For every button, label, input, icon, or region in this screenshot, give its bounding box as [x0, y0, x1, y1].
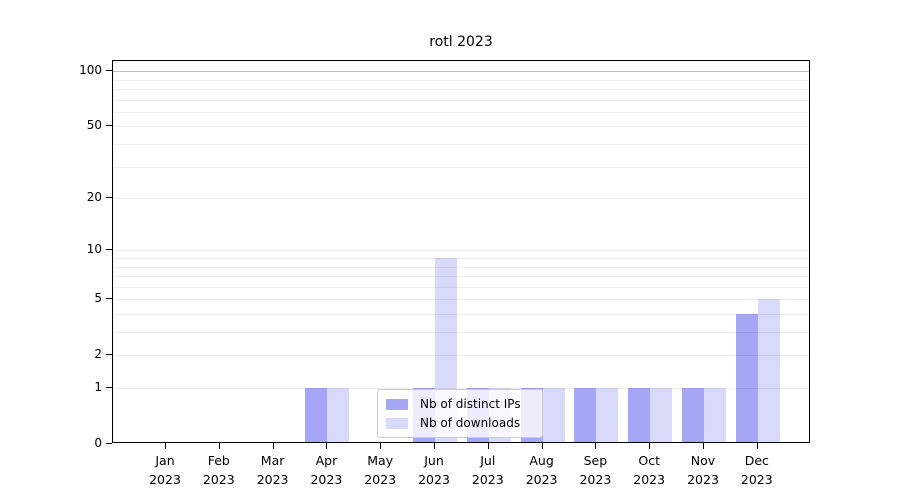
x-tick-mark-nov [703, 443, 704, 449]
y-tick-mark-10 [106, 249, 112, 251]
bar-downloads-dec [757, 299, 780, 442]
grid-line-70 [113, 99, 809, 101]
legend-label-distinct-ips: Nb of distinct IPs [420, 397, 521, 411]
y-tick-mark-1 [106, 387, 112, 388]
grid-line-30 [113, 166, 809, 168]
y-tick-label-2: 2 [94, 347, 102, 362]
bar-distinct-ips-dec [735, 313, 758, 442]
x-tick-label-jun: Jun 2023 [418, 453, 450, 487]
y-tick-label-1: 1 [94, 380, 102, 394]
y-tick-mark-100 [106, 70, 112, 72]
plot-area [112, 60, 810, 443]
grid-line-60 [113, 111, 809, 113]
x-tick-mark-jan [165, 443, 166, 449]
bar-downloads-apr [327, 388, 350, 442]
plot-inner [113, 61, 809, 442]
chart-title: rotl 2023 [429, 34, 493, 50]
grid-line-7 [113, 276, 809, 278]
y-tick-mark-5 [106, 298, 112, 300]
x-tick-label-jul: Jul 2023 [471, 453, 504, 487]
x-tick-mark-apr [326, 443, 328, 449]
x-tick-label-aug: Aug 2023 [525, 453, 558, 487]
x-tick-label-apr: Apr 2023 [310, 453, 343, 487]
legend-item-downloads: Nb of downloads [386, 415, 534, 431]
grid-line-80 [113, 89, 809, 91]
grid-line-4 [113, 313, 809, 315]
y-tick-mark-20 [106, 197, 112, 199]
x-tick-label-dec: Dec 2023 [740, 453, 773, 487]
y-tick-label-100: 100 [79, 63, 102, 78]
x-tick-label-may: May 2023 [364, 453, 397, 487]
bar-distinct-ips-oct [628, 388, 651, 442]
grid-line-8 [113, 266, 809, 268]
legend: Nb of distinct IPs Nb of downloads [377, 389, 543, 438]
legend-item-distinct-ips: Nb of distinct IPs [386, 396, 534, 412]
grid-line-90 [113, 79, 809, 81]
bar-distinct-ips-nov [682, 388, 704, 442]
distinct-ips-swatch-icon [386, 398, 408, 410]
downloads-swatch-icon [386, 417, 408, 429]
grid-line-40 [113, 144, 809, 146]
grid-line-100 [113, 71, 809, 73]
y-tick-label-20: 20 [86, 190, 102, 205]
grid-line-6 [113, 286, 809, 288]
x-tick-mark-sep [595, 443, 597, 449]
x-tick-mark-may [380, 443, 382, 449]
x-tick-label-feb: Feb 2023 [202, 453, 235, 487]
y-tick-mark-2 [106, 354, 112, 356]
x-tick-mark-jun [434, 443, 435, 449]
x-tick-mark-feb [218, 443, 220, 449]
x-tick-label-nov: Nov 2023 [687, 453, 719, 487]
grid-line-10 [113, 250, 809, 252]
x-tick-mark-oct [649, 443, 651, 449]
x-tick-label-oct: Oct 2023 [633, 453, 666, 487]
grid-line-3 [113, 332, 809, 334]
bar-distinct-ips-sep [574, 388, 597, 442]
bar-downloads-oct [650, 388, 673, 442]
y-tick-label-5: 5 [94, 291, 102, 306]
y-tick-label-0: 0 [94, 436, 102, 450]
x-tick-label-jan: Jan 2023 [149, 453, 181, 487]
x-tick-mark-dec [756, 443, 758, 449]
grid-line-20 [113, 198, 809, 200]
grid-line-2 [113, 355, 809, 357]
bar-distinct-ips-apr [305, 388, 328, 442]
x-tick-mark-aug [541, 443, 543, 449]
grid-line-9 [113, 258, 809, 259]
legend-label-downloads: Nb of downloads [420, 416, 521, 430]
y-tick-mark-0 [106, 443, 112, 444]
x-tick-label-mar: Mar 2023 [256, 453, 289, 487]
y-tick-label-10: 10 [86, 242, 102, 257]
y-tick-mark-50 [106, 125, 112, 127]
x-tick-label-sep: Sep 2023 [579, 453, 612, 487]
bar-downloads-sep [596, 388, 619, 442]
y-tick-label-50: 50 [86, 118, 102, 133]
bar-downloads-aug [542, 388, 565, 442]
grid-line-5 [113, 299, 809, 301]
grid-line-50 [113, 126, 809, 128]
x-tick-mark-mar [272, 443, 274, 449]
x-tick-mark-jul [487, 443, 489, 449]
bar-downloads-nov [704, 388, 726, 442]
